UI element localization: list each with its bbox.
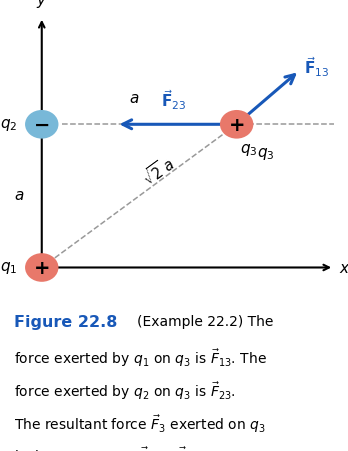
Text: force exerted by $q_2$ on $q_3$ is $\vec{F}_{23}$.: force exerted by $q_2$ on $q_3$ is $\vec… [14,379,236,401]
Text: force exerted by $q_1$ on $q_3$ is $\vec{F}_{13}$. The: force exerted by $q_1$ on $q_3$ is $\vec… [14,347,267,368]
Text: $q_3$: $q_3$ [240,142,258,157]
Text: $\vec{\bf F}_{13}$: $\vec{\bf F}_{13}$ [304,55,330,79]
Text: $a$: $a$ [129,91,139,106]
Text: $q_2$: $q_2$ [0,117,17,133]
Text: $q_3$: $q_3$ [257,145,274,161]
Text: +: + [228,115,245,134]
Text: (Example 22.2) The: (Example 22.2) The [137,314,274,328]
Text: $y$: $y$ [36,0,48,10]
Text: $\sqrt{2}\,a$: $\sqrt{2}\,a$ [139,152,178,189]
Circle shape [25,253,58,282]
Text: −: − [33,115,50,134]
Text: +: + [33,258,50,277]
Text: $a$: $a$ [14,188,24,202]
Text: $q_1$: $q_1$ [0,260,17,276]
Text: is the vector sum $\vec{F}_{13} + \vec{F}_{23}$.: is the vector sum $\vec{F}_{13} + \vec{F… [14,445,203,451]
Circle shape [220,111,253,139]
Text: Figure 22.8: Figure 22.8 [14,314,117,329]
Circle shape [25,111,58,139]
Text: The resultant force $\vec{F}_3$ exerted on $q_3$: The resultant force $\vec{F}_3$ exerted … [14,412,266,434]
Text: $\vec{\bf F}_{23}$: $\vec{\bf F}_{23}$ [161,88,187,112]
Text: $x$: $x$ [339,260,348,276]
